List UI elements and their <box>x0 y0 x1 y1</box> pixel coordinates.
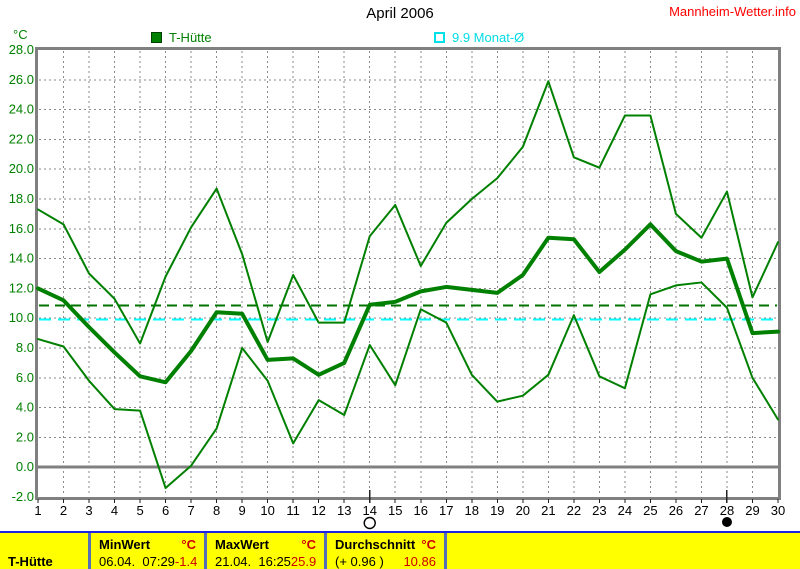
avg-unit: °C <box>421 537 436 552</box>
min-value: -1.4 <box>174 554 198 569</box>
x-axis-label: 8 <box>213 503 220 518</box>
legend-swatch-green-icon <box>151 32 162 43</box>
legend-label-thuette: T-Hütte <box>169 30 212 45</box>
max-unit: °C <box>301 537 316 552</box>
y-axis-label: 10.0 <box>9 310 34 325</box>
x-axis-label: 11 <box>286 503 300 518</box>
y-axis-label: 26.0 <box>9 72 34 87</box>
x-axis-label: 26 <box>669 503 683 518</box>
y-axis-label: 16.0 <box>9 221 34 236</box>
x-axis-label: 17 <box>439 503 453 518</box>
daily-max-line <box>37 80 779 345</box>
y-axis-label: 14.0 <box>9 251 34 266</box>
x-axis-label: 24 <box>618 503 632 518</box>
x-axis-label: 18 <box>465 503 479 518</box>
table-col-avg: Durchschnitt °C (+ 0.96 ) 10.86 <box>324 533 444 569</box>
avg-value: 10.86 <box>403 554 436 569</box>
x-axis-label: 12 <box>311 503 325 518</box>
y-axis-label: 28.0 <box>9 42 34 57</box>
daily-mean-line <box>36 222 780 385</box>
x-axis-label: 16 <box>414 503 428 518</box>
y-axis-label: 12.0 <box>9 280 34 295</box>
x-axis-label: 15 <box>388 503 402 518</box>
max-datetime: 21.04. 16:25 <box>215 554 291 569</box>
full-moon-icon <box>363 516 376 530</box>
x-axis-label: 27 <box>694 503 708 518</box>
x-axis-label: 14 <box>362 503 376 518</box>
y-axis-label: 2.0 <box>16 429 34 444</box>
x-axis-label: 19 <box>490 503 504 518</box>
avg-header: Durchschnitt <box>335 537 416 552</box>
x-axis-label: 21 <box>541 503 555 518</box>
y-axis-label: 6.0 <box>16 370 34 385</box>
max-header: MaxWert <box>215 537 269 552</box>
y-axis-label: 18.0 <box>9 191 34 206</box>
page-title: April 2006 <box>366 5 434 22</box>
y-axis-label: 8.0 <box>16 340 34 355</box>
y-axis-label: 20.0 <box>9 161 34 176</box>
temperature-chart: 1 2 3 4 5 6 7 8 9 10 11 12 13 14 15 16 17 18 19 20 21 22 23 24 2… <box>9 42 785 530</box>
x-axis-label: 10 <box>260 503 274 518</box>
x-axis-label: 29 <box>745 503 759 518</box>
y-axis-label: 0.0 <box>16 459 34 474</box>
x-axis-label: 2 <box>60 503 67 518</box>
legend-label-monat-avg: 9.9 Monat-Ø <box>452 30 525 45</box>
table-row-label: T-Hütte <box>8 554 53 569</box>
x-axis-label: 6 <box>162 503 169 518</box>
x-axis-label: 23 <box>592 503 606 518</box>
daily-min-line <box>37 281 779 490</box>
legend-item-thuette: T-Hütte <box>151 30 212 45</box>
min-header: MinWert <box>99 537 151 552</box>
max-value: 25.9 <box>290 554 317 569</box>
y-axis-unit-label: °C <box>13 27 28 42</box>
min-datetime: 06.04. 07:29 <box>99 554 175 569</box>
x-axis-label: 4 <box>111 503 118 518</box>
x-axis-label: 22 <box>567 503 581 518</box>
table-col-max: MaxWert °C 21.04. 16:25 25.9 <box>204 533 324 569</box>
y-axis-label: 24.0 <box>9 102 34 117</box>
x-axis-label: 5 <box>136 503 143 518</box>
legend-item-monat-avg: 9.9 Monat-Ø <box>434 30 524 45</box>
x-axis-label: 9 <box>239 503 246 518</box>
min-unit: °C <box>181 537 196 552</box>
x-axis-label: 20 <box>516 503 530 518</box>
summary-table: T-Hütte MinWert °C 06.04. 07:29 -1.4 Max… <box>0 531 800 569</box>
x-axis-label: 7 <box>187 503 194 518</box>
legend-swatch-cyan-icon <box>434 32 445 43</box>
x-axis-label: 13 <box>337 503 351 518</box>
y-axis-label: 22.0 <box>9 131 34 146</box>
site-link[interactable]: Mannheim-Wetter.info <box>669 4 796 19</box>
table-col-empty <box>444 533 800 569</box>
x-axis-label: 3 <box>85 503 92 518</box>
y-axis-label: 4.0 <box>16 400 34 415</box>
table-col-min: MinWert °C 06.04. 07:29 -1.4 <box>88 533 204 569</box>
x-axis-label: 25 <box>643 503 657 518</box>
x-axis-label: 28 <box>720 503 734 518</box>
avg-deviation: (+ 0.96 ) <box>335 554 384 569</box>
y-axis-label: -2.0 <box>12 489 34 504</box>
table-col-label: T-Hütte <box>0 533 88 569</box>
new-moon-icon <box>721 517 732 527</box>
x-axis-label: 1 <box>34 503 41 518</box>
x-axis-label: 30 <box>771 503 785 518</box>
plot-border <box>35 47 781 500</box>
